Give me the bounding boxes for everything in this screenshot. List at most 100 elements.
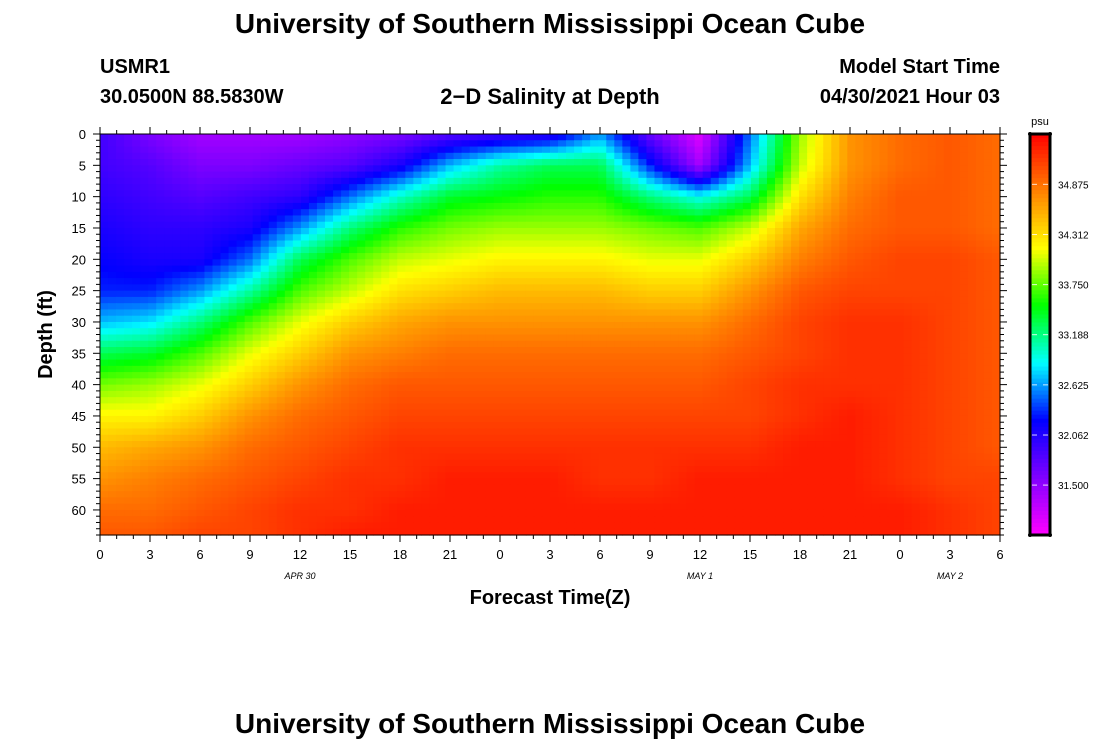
heatmap-cell <box>244 190 254 198</box>
heatmap-cell <box>614 303 623 311</box>
heatmap-cell <box>469 334 479 342</box>
heatmap-cell <box>558 353 567 361</box>
heatmap-cell <box>445 196 455 204</box>
heatmap-cell <box>582 340 591 348</box>
heatmap-cell <box>116 146 125 154</box>
heatmap-cell <box>702 365 712 373</box>
heatmap-cell <box>373 240 382 248</box>
heatmap-cell <box>791 246 800 254</box>
heatmap-cell <box>895 159 905 166</box>
heatmap-cell <box>148 184 157 191</box>
heatmap-cell <box>533 321 543 329</box>
heatmap-cell <box>654 397 664 405</box>
heatmap-cell <box>316 353 326 361</box>
heatmap-cell <box>132 328 141 336</box>
heatmap-cell <box>975 190 985 198</box>
heatmap-cell <box>654 215 664 223</box>
heatmap-cell <box>316 209 326 217</box>
heatmap-cell <box>220 315 230 323</box>
heatmap-cell <box>148 403 157 411</box>
heatmap-cell <box>228 246 238 254</box>
heatmap-cell <box>228 340 238 348</box>
heatmap-cell <box>742 221 752 229</box>
heatmap-cell <box>943 196 953 204</box>
heatmap-cell <box>550 347 559 354</box>
heatmap-cell <box>670 353 680 361</box>
heatmap-cell <box>758 184 768 191</box>
heatmap-cell <box>951 146 961 154</box>
heatmap-cell <box>566 378 575 386</box>
heatmap-cell <box>871 202 881 210</box>
heatmap-cell <box>100 290 109 298</box>
heatmap-cell <box>188 340 198 348</box>
heatmap-cell <box>590 184 599 191</box>
heatmap-cell <box>951 184 961 191</box>
heatmap-cell <box>469 353 479 361</box>
heatmap-cell <box>180 196 189 204</box>
heatmap-cell <box>389 259 398 267</box>
heatmap-cell <box>284 146 294 154</box>
heatmap-cell <box>421 152 431 160</box>
heatmap-cell <box>935 309 945 317</box>
heatmap-cell <box>598 196 607 204</box>
heatmap-cell <box>308 152 318 160</box>
heatmap-cell <box>124 146 133 154</box>
heatmap-cell <box>437 227 447 235</box>
heatmap-cell <box>533 202 543 210</box>
heatmap-cell <box>525 227 535 235</box>
heatmap-cell <box>132 196 141 204</box>
heatmap-cell <box>686 278 696 285</box>
heatmap-cell <box>276 284 286 292</box>
heatmap-cell <box>469 140 479 148</box>
heatmap-cell <box>485 246 495 254</box>
heatmap-cell <box>967 378 977 386</box>
heatmap-cell <box>316 215 326 223</box>
heatmap-cell <box>927 365 937 373</box>
heatmap-cell <box>509 409 519 417</box>
heatmap-cell <box>927 378 937 386</box>
heatmap-cell <box>630 340 639 348</box>
heatmap-cell <box>260 202 270 210</box>
heatmap-cell <box>188 234 198 242</box>
heatmap-cell <box>421 234 431 242</box>
heatmap-cell <box>300 365 310 373</box>
heatmap-cell <box>284 328 294 336</box>
heatmap-cell <box>493 403 503 411</box>
heatmap-cell <box>204 409 214 417</box>
heatmap-cell <box>501 265 511 273</box>
heatmap-cell <box>429 134 439 141</box>
heatmap-cell <box>228 328 238 336</box>
heatmap-cell <box>156 227 165 235</box>
heatmap-cell <box>646 353 656 361</box>
heatmap-cell <box>662 253 672 260</box>
heatmap-cell <box>871 221 881 229</box>
heatmap-cell <box>517 234 527 242</box>
heatmap-cell <box>284 409 294 417</box>
heatmap-cell <box>300 403 310 411</box>
heatmap-cell <box>172 359 181 367</box>
heatmap-cell <box>469 159 479 166</box>
heatmap-cell <box>775 372 784 379</box>
heatmap-cell <box>421 221 431 229</box>
heatmap-cell <box>975 177 985 185</box>
heatmap-cell <box>397 403 406 411</box>
heatmap-cell <box>316 140 326 148</box>
heatmap-cell <box>654 165 664 173</box>
heatmap-cell <box>509 340 519 348</box>
heatmap-cell <box>437 309 447 317</box>
heatmap-cell <box>758 303 768 311</box>
heatmap-cell <box>172 209 181 217</box>
heatmap-cell <box>493 296 503 304</box>
heatmap-cell <box>493 271 503 279</box>
heatmap-cell <box>895 390 905 398</box>
heatmap-cell <box>469 234 479 242</box>
heatmap-cell <box>100 246 109 254</box>
heatmap-cell <box>300 209 310 217</box>
heatmap-cell <box>381 234 390 242</box>
heatmap-cell <box>678 397 688 405</box>
heatmap-cell <box>847 165 856 173</box>
heatmap-cell <box>863 315 873 323</box>
heatmap-cell <box>517 140 527 148</box>
heatmap-cell <box>550 209 559 217</box>
heatmap-cell <box>445 403 455 411</box>
